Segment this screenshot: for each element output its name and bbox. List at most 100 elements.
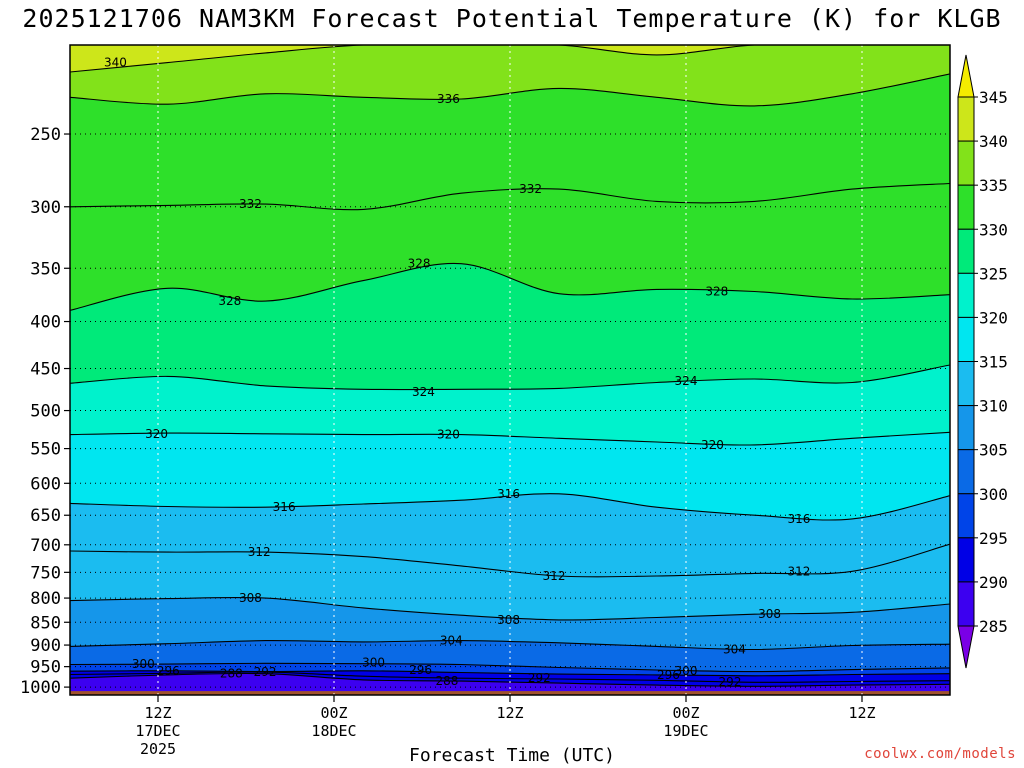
colorbar-label: 330 (979, 220, 1008, 239)
isentrope-line (70, 662, 950, 673)
contour-label: 296 (409, 663, 432, 677)
y-tick-label: 350 (30, 259, 61, 279)
contour-label: 332 (239, 197, 262, 211)
contour-band (70, 45, 950, 72)
colorbar-top-triangle (957, 54, 975, 98)
colorbar-swatch (957, 316, 975, 362)
contour-label: 300 (132, 657, 155, 671)
y-tick-label: 800 (30, 589, 61, 609)
contour-band (70, 183, 950, 311)
isentrope-line (70, 45, 950, 73)
contour-label: 328 (218, 294, 241, 308)
contour-label: 312 (543, 569, 566, 583)
colorbar-swatch (957, 272, 975, 318)
contour-band (70, 673, 950, 695)
colorbar-label: 325 (979, 264, 1008, 283)
contour-label: 292 (719, 675, 742, 689)
contour-label: 292 (254, 665, 277, 679)
y-tick-label: 450 (30, 360, 61, 380)
isentrope-line (70, 670, 950, 677)
y-tick-label: 1000 (20, 678, 61, 698)
colorbar-swatch (957, 184, 975, 230)
colorbar-label: 300 (979, 485, 1008, 504)
contour-label: 296 (657, 668, 680, 682)
contour-label: 300 (362, 655, 385, 669)
x-tick-label: 2025 (140, 740, 176, 758)
isentrope-line (70, 543, 950, 578)
isentrope-line (70, 493, 950, 521)
contour-label: 292 (528, 671, 551, 685)
y-tick-label: 500 (30, 402, 61, 422)
colorbar-swatch (957, 493, 975, 539)
y-tick-label: 900 (30, 636, 61, 656)
credit-text: coolwx.com/models (864, 746, 1016, 762)
contour-label: 308 (758, 607, 781, 621)
x-axis-title: Forecast Time (UTC) (409, 745, 615, 766)
isentrope-line (70, 671, 950, 683)
x-tick-label: 18DEC (311, 722, 356, 740)
grid-layer (70, 45, 950, 695)
colorbar-swatch (957, 537, 975, 583)
colorbar-swatch (957, 361, 975, 407)
chart-title: 2025121706 NAM3KM Forecast Potential Tem… (22, 4, 1002, 33)
x-tick-label: 00Z (320, 704, 347, 722)
contour-label: 320 (437, 428, 460, 442)
colorbar-label: 295 (979, 529, 1008, 548)
contour-band (70, 544, 950, 620)
contour-label: 312 (787, 564, 810, 578)
contour-label: 288 (435, 674, 458, 688)
y-tick-label: 700 (30, 536, 61, 556)
contour-label: 308 (239, 591, 262, 605)
colorbar: 345 340 335 330 325 320 315 310 305 300 295 290 285 (957, 54, 1008, 669)
colorbar-swatch (957, 228, 975, 274)
colorbar-swatch (957, 405, 975, 451)
colorbar-swatch (957, 449, 975, 495)
contour-label: 316 (497, 487, 520, 501)
isentrope-line (70, 262, 950, 311)
contour-label: 300 (675, 664, 698, 678)
y-tick-label: 750 (30, 563, 61, 583)
contour-label: 340 (104, 56, 127, 70)
isentrope-line (70, 596, 950, 621)
contour-label: 312 (248, 545, 271, 559)
x-tick-label: 19DEC (663, 722, 708, 740)
contour-label: 288 (220, 666, 243, 680)
contour-label: 308 (497, 613, 520, 627)
contour-label: 320 (701, 438, 724, 452)
contour-label: 304 (723, 642, 746, 656)
colorbar-label: 335 (979, 176, 1008, 195)
contour-label: 320 (145, 427, 168, 441)
contour-label: 324 (412, 385, 435, 399)
contour-band (70, 493, 950, 577)
y-tick-label: 550 (30, 440, 61, 460)
contour-label: 332 (519, 182, 542, 196)
colorbar-label: 320 (979, 308, 1008, 327)
x-tick-label: 12Z (144, 704, 171, 722)
contour-label-layer: 340 336 332 332 328 328 328 324 324 320 320 320 316 3… (104, 56, 810, 689)
contour-label: 328 (408, 257, 431, 271)
isentrope-line (70, 364, 950, 391)
colorbar-label: 305 (979, 441, 1008, 460)
colorbar-label: 315 (979, 353, 1008, 372)
y-tick-label: 650 (30, 506, 61, 526)
colorbar-swatch (957, 581, 975, 627)
colorbar-label: 285 (979, 617, 1008, 636)
x-tick-label: 12Z (496, 704, 523, 722)
colorbar-label: 290 (979, 573, 1008, 592)
contour-label: 304 (440, 634, 463, 648)
colorbar-bottom-triangle (957, 625, 975, 669)
contour-band (70, 432, 950, 520)
colorbar-label: 310 (979, 397, 1008, 416)
contour-band (70, 597, 950, 650)
contour-label: 328 (705, 285, 728, 299)
y-tick-label: 300 (30, 198, 61, 218)
contour-label: 324 (675, 374, 698, 388)
contour-label: 316 (787, 512, 810, 526)
contour-band (70, 263, 950, 390)
y-axis: 250 300 350 400 450 500 550 600 650 700 750 800 850 9… (20, 125, 70, 698)
contour-band (70, 640, 950, 672)
contour-label: 336 (437, 92, 460, 106)
colorbar-swatch (957, 140, 975, 186)
